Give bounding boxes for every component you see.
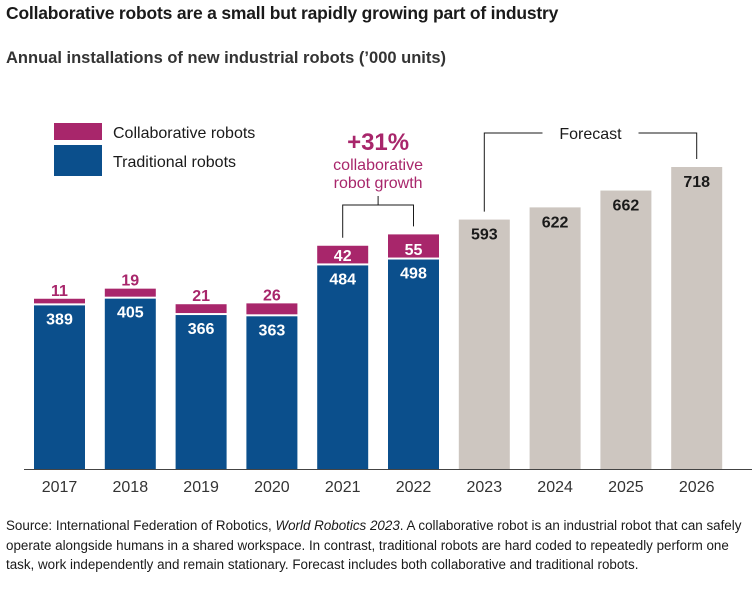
x-tick-label-2023: 2023 (467, 479, 503, 496)
bar-traditional-2019 (176, 315, 227, 469)
label-collaborative-2019: 21 (192, 288, 210, 305)
label-traditional-2022: 498 (400, 266, 427, 283)
growth-annotation-line2: robot growth (334, 175, 423, 192)
growth-bracket (343, 205, 414, 238)
legend-label-traditional: Traditional robots (113, 154, 236, 171)
stacked-bar-chart: 389 11 2017 405 19 2018 366 21 2019 363 26 2020 484 4… (0, 0, 755, 510)
label-forecast-2026: 718 (683, 174, 710, 191)
source-italic: World Robotics 2023 (275, 518, 399, 533)
x-tick-label-2017: 2017 (42, 479, 78, 496)
label-collaborative-2022: 55 (405, 242, 423, 259)
label-traditional-2020: 363 (259, 322, 286, 339)
legend-swatch-collaborative (54, 123, 102, 140)
bar-traditional-2021 (317, 265, 368, 469)
label-forecast-2025: 662 (613, 198, 640, 215)
label-collaborative-2020: 26 (263, 287, 281, 304)
bar-forecast-2025 (600, 191, 651, 469)
x-tick-label-2019: 2019 (183, 479, 219, 496)
bar-traditional-2022 (388, 260, 439, 469)
legend-label-collaborative: Collaborative robots (113, 125, 255, 142)
bar-forecast-2026 (671, 167, 722, 469)
source-note: Source: International Federation of Robo… (6, 516, 752, 575)
bar-forecast-2023 (459, 220, 510, 469)
label-collaborative-2021: 42 (334, 248, 352, 265)
legend-swatch-traditional (54, 145, 102, 176)
forecast-bracket-left (484, 133, 542, 212)
label-traditional-2021: 484 (329, 271, 356, 288)
forecast-bracket-right (639, 133, 697, 159)
label-collaborative-2018: 19 (121, 273, 139, 290)
x-tick-label-2024: 2024 (537, 479, 573, 496)
growth-annotation-value: +31% (347, 129, 409, 156)
x-tick-label-2026: 2026 (679, 479, 715, 496)
label-forecast-2024: 622 (542, 214, 569, 231)
bar-traditional-2018 (105, 299, 156, 469)
x-tick-label-2025: 2025 (608, 479, 644, 496)
growth-annotation-line1: collaborative (333, 157, 423, 174)
label-forecast-2023: 593 (471, 227, 498, 244)
label-traditional-2019: 366 (188, 321, 215, 338)
forecast-label: Forecast (559, 126, 622, 143)
bar-traditional-2017 (34, 305, 85, 469)
label-traditional-2018: 405 (117, 305, 144, 322)
bar-collaborative-2020 (246, 303, 297, 314)
bar-collaborative-2018 (105, 289, 156, 297)
x-tick-label-2021: 2021 (325, 479, 361, 496)
x-tick-label-2018: 2018 (113, 479, 149, 496)
x-tick-label-2020: 2020 (254, 479, 290, 496)
bar-collaborative-2019 (176, 304, 227, 313)
x-tick-label-2022: 2022 (396, 479, 432, 496)
bar-forecast-2024 (530, 207, 581, 469)
label-collaborative-2017: 11 (51, 283, 68, 300)
source-prefix: Source: International Federation of Robo… (6, 518, 275, 533)
label-traditional-2017: 389 (46, 311, 73, 328)
